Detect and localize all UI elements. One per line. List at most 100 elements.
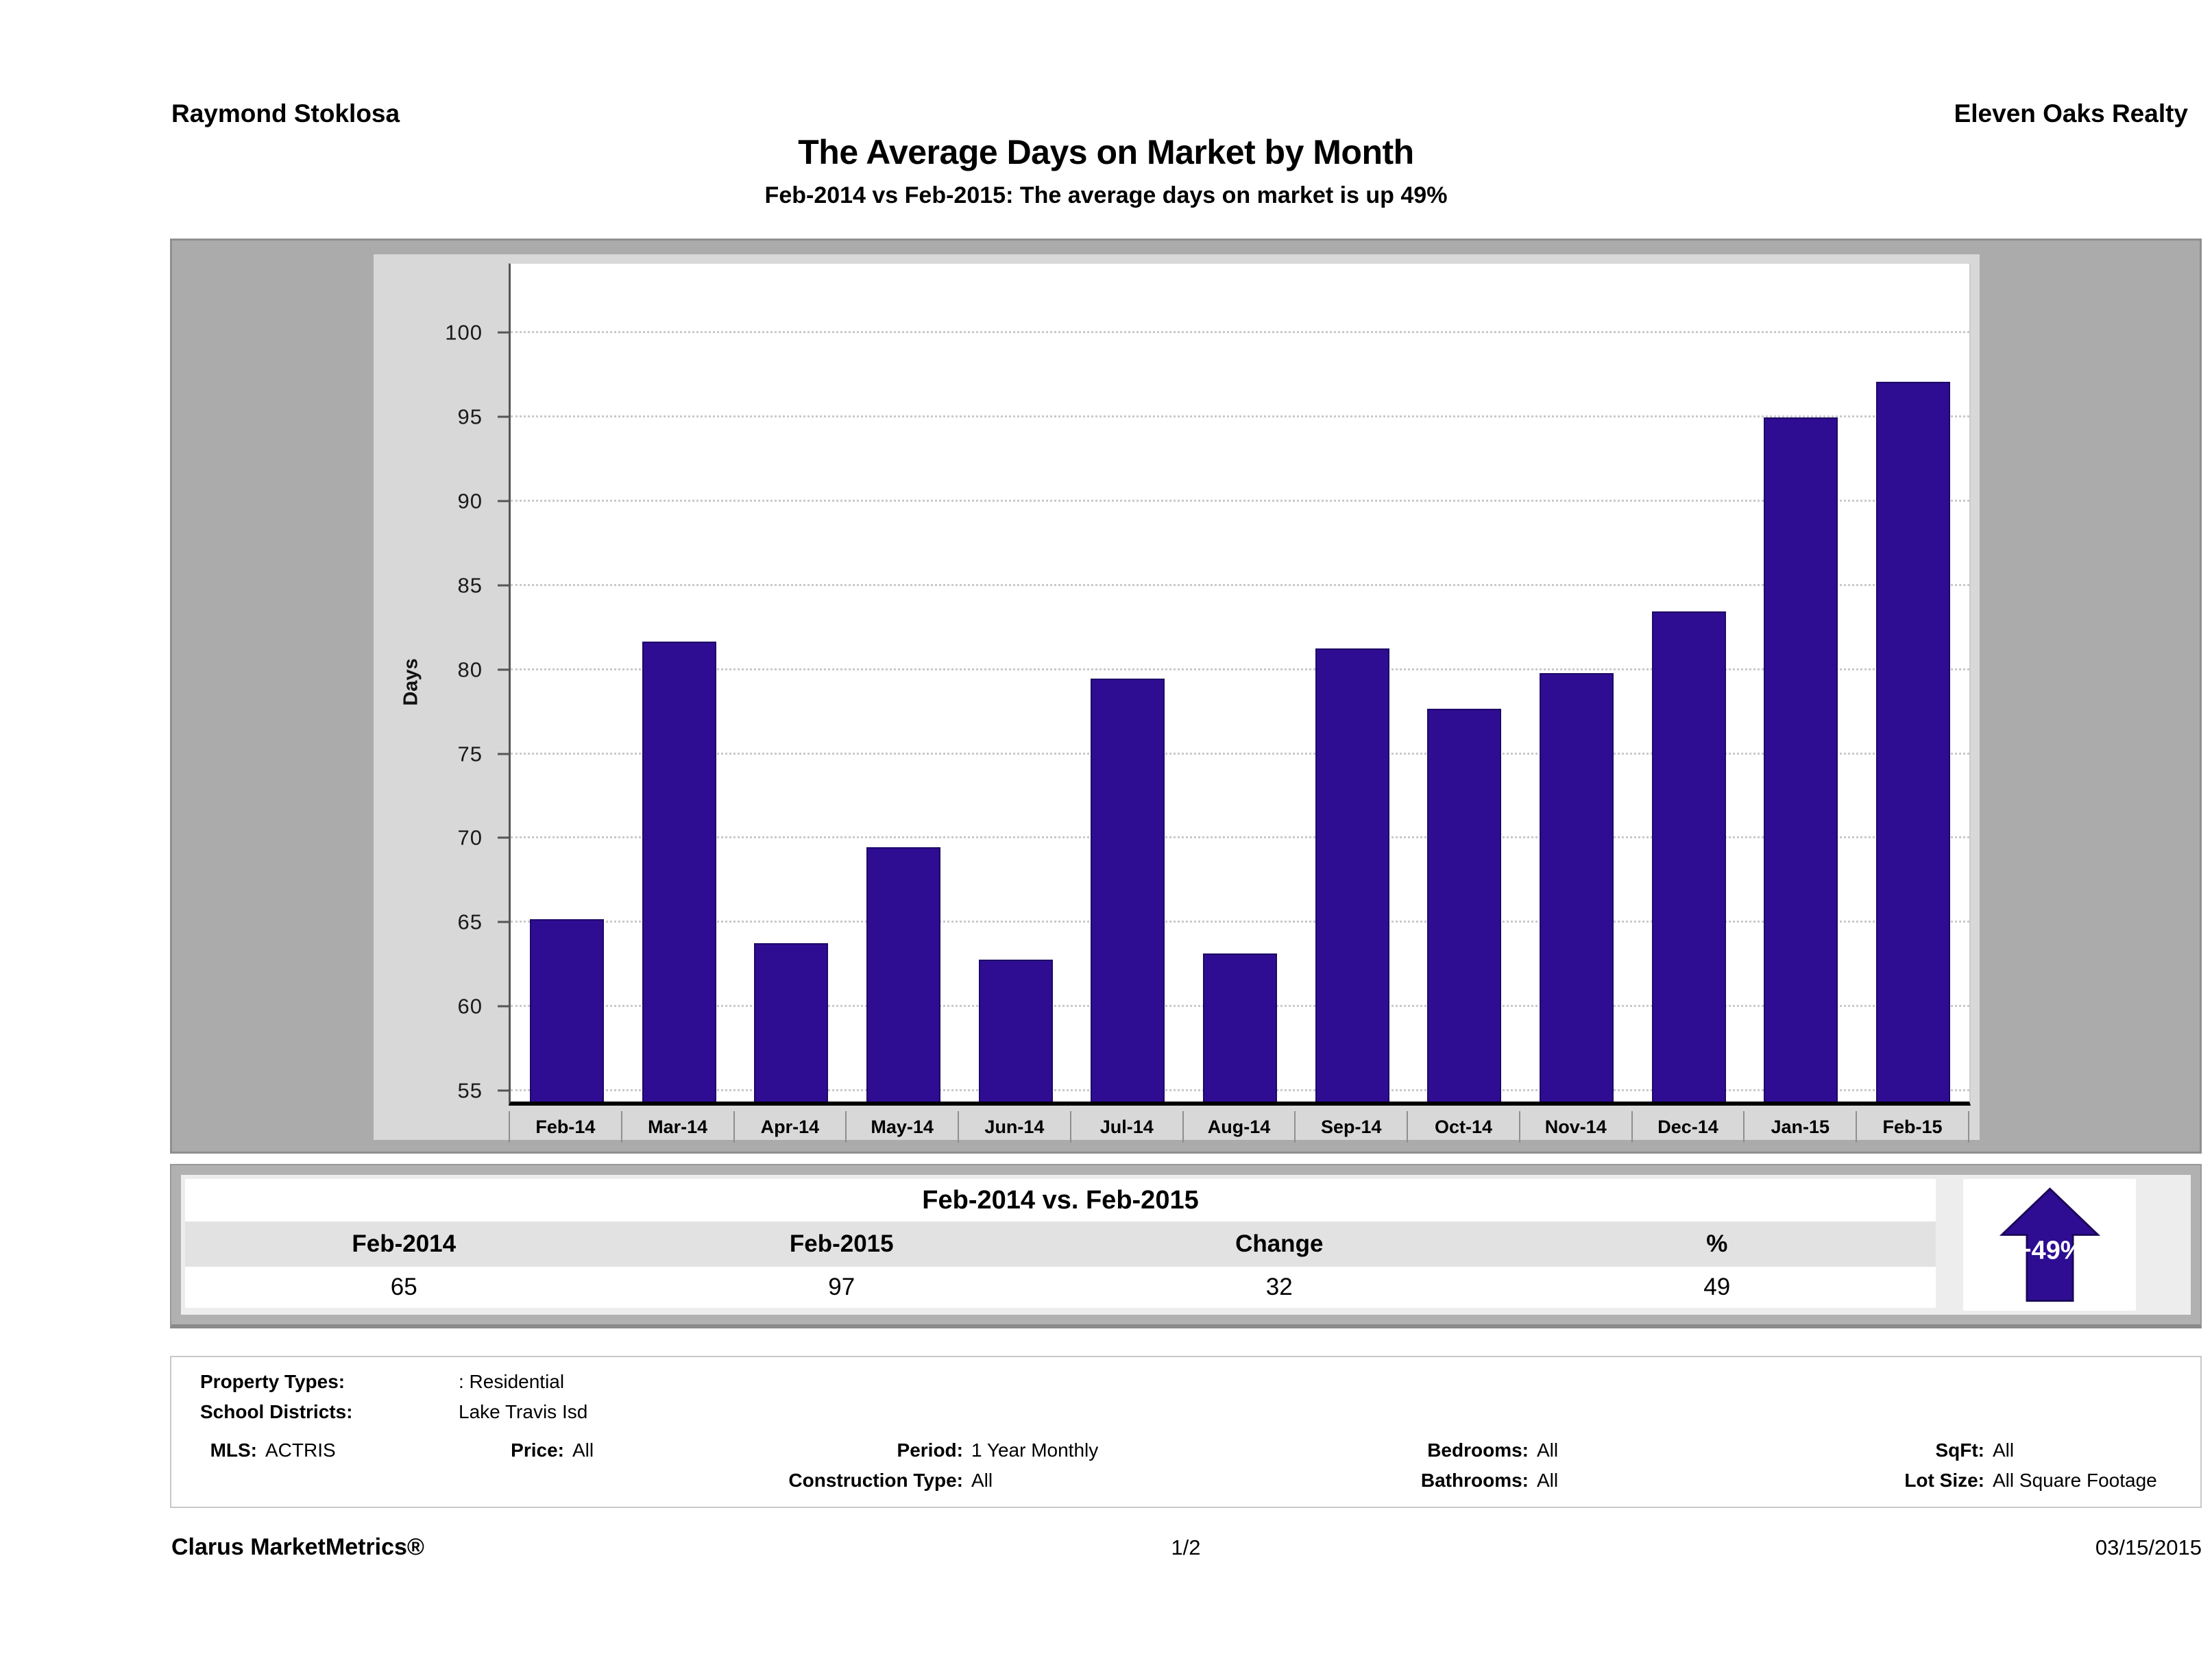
y-tick-mark-95 [498,415,509,418]
detail-label-bed-row1: Bathrooms: [1420,1470,1529,1491]
bar-May-14 [866,847,940,1102]
detail-value-mls-row0: ACTRIS [265,1439,336,1461]
y-tick-label-55: 55 [457,1078,483,1103]
y-tick-label-90: 90 [457,489,483,513]
summary-header-feb2014: Feb-2014 [352,1230,457,1257]
x-tick-label-Oct-14: Oct-14 [1407,1111,1519,1143]
summary-header-change: Change [1235,1230,1324,1257]
bar-Dec-14 [1651,611,1726,1102]
y-tick-label-65: 65 [457,910,483,934]
x-tick-label-May-14: May-14 [845,1111,958,1143]
detail-label-sqft-row0: SqFt: [1935,1439,1984,1461]
summary-section: Feb-2014 vs. Feb-2015 Feb-2014 Feb-2015 … [170,1164,2202,1328]
gridline-80 [511,668,1969,670]
agent-name: Raymond Stoklosa [171,99,400,127]
footer-brand: Clarus MarketMetrics® [171,1534,424,1560]
detail-label-period-row1: Construction Type: [788,1470,963,1491]
bar-Jul-14 [1091,678,1165,1102]
x-tick-label-Apr-14: Apr-14 [733,1111,846,1143]
gridline-75 [511,752,1969,755]
detail-label-bed-row0: Bedrooms: [1427,1439,1529,1461]
detail-label-sqft-row1: Lot Size: [1904,1470,1984,1491]
summary-header-percent: % [1706,1230,1728,1257]
x-tick-label-Nov-14: Nov-14 [1518,1111,1631,1143]
y-tick-mark-90 [498,500,509,502]
y-tick-mark-55 [498,1089,509,1092]
x-tick-label-Jan-15: Jan-15 [1743,1111,1856,1143]
summary-panel: Feb-2014 vs. Feb-2015 Feb-2014 Feb-2015 … [181,1175,2191,1315]
gridline-95 [511,415,1969,417]
summary-header-row: Feb-2014 Feb-2015 Change % [185,1221,1936,1267]
detail-label-mls-row0: MLS: [210,1439,257,1461]
y-tick-label-70: 70 [457,825,483,850]
plot-area [509,263,1971,1106]
y-tick-mark-80 [498,668,509,671]
detail-value-price-row0: All [572,1439,594,1461]
detail-label-period-row0: Period: [897,1439,963,1461]
property-details: Property Types: : Residential School Dis… [170,1356,2202,1508]
detail-label-school-districts: School Districts: [200,1401,353,1422]
x-tick-label-Mar-14: Mar-14 [620,1111,733,1143]
bar-Jun-14 [978,960,1053,1102]
x-tick-label-Feb-14: Feb-14 [509,1111,621,1143]
page-title: The Average Days on Market by Month [798,133,1414,171]
y-tick-mark-65 [498,921,509,923]
detail-value-bed-row0: All [1537,1439,1559,1461]
bar-Mar-14 [642,641,716,1102]
detail-value-property-types: : Residential [459,1371,565,1392]
y-tick-label-95: 95 [457,404,483,429]
bar-Oct-14 [1427,709,1502,1102]
y-axis: 55 60 65 70 75 80 85 90 95 100 [374,263,509,1103]
bar-Feb-15 [1876,382,1951,1102]
detail-value-period-row1: All [971,1470,993,1491]
y-tick-mark-85 [498,584,509,587]
y-tick-label-100: 100 [445,320,483,345]
y-tick-mark-100 [498,331,509,334]
summary-title: Feb-2014 vs. Feb-2015 [185,1179,1936,1221]
y-tick-label-60: 60 [457,994,483,1019]
change-badge: +49% [1963,1179,2136,1311]
summary-value-change: 32 [1265,1274,1293,1300]
x-tick-label-Jul-14: Jul-14 [1069,1111,1182,1143]
bar-Nov-14 [1540,673,1614,1102]
bar-Apr-14 [754,943,829,1102]
bar-Sep-14 [1315,648,1389,1102]
summary-value-percent: 49 [1703,1274,1731,1300]
company-name: Eleven Oaks Realty [1954,99,2188,127]
detail-value-sqft-row0: All [1993,1439,2015,1461]
bar-Feb-14 [529,919,604,1102]
summary-value-row: 65 97 32 49 [185,1267,1936,1308]
footer-date: 03/15/2015 [2095,1535,2202,1559]
up-arrow-icon: +49% [1999,1187,2100,1302]
y-tick-mark-75 [498,753,509,755]
x-axis: Feb-14 Mar-14 Apr-14 May-14 Jun-14 Jul-14 Aug-… [509,1111,1969,1143]
y-tick-label-80: 80 [457,657,483,682]
chart-frame: Days 55 60 65 70 75 80 85 90 95 100 Feb-14 Mar-14 A… [170,239,2202,1154]
x-tick-label-Aug-14: Aug-14 [1182,1111,1295,1143]
x-tick-label-Sep-14: Sep-14 [1294,1111,1407,1143]
gridline-65 [511,921,1969,923]
y-tick-mark-70 [498,836,509,839]
x-tick-label-Feb-15: Feb-15 [1856,1111,1968,1143]
bar-Aug-14 [1202,953,1277,1102]
summary-table: Feb-2014 vs. Feb-2015 Feb-2014 Feb-2015 … [185,1179,1936,1311]
footer-page-number: 1/2 [1171,1535,1201,1559]
summary-header-feb2015: Feb-2015 [789,1230,894,1257]
detail-value-bed-row1: All [1537,1470,1559,1491]
y-tick-mark-60 [498,1005,509,1008]
detail-label-property-types: Property Types: [200,1371,345,1392]
y-tick-label-75: 75 [457,742,483,766]
bar-Jan-15 [1764,417,1838,1102]
page-subtitle: Feb-2014 vs Feb-2015: The average days o… [764,182,1448,208]
summary-value-feb2015: 97 [828,1274,855,1300]
detail-label-price-row0: Price: [511,1439,564,1461]
gridline-100 [511,330,1969,333]
gridline-90 [511,499,1969,502]
x-tick-label-Jun-14: Jun-14 [958,1111,1070,1143]
x-tick-label-Dec-14: Dec-14 [1631,1111,1744,1143]
badge-label: +49% [2016,1236,2083,1265]
summary-value-feb2014: 65 [390,1274,417,1300]
detail-value-school-districts: Lake Travis Isd [459,1401,588,1422]
chart-panel: Days 55 60 65 70 75 80 85 90 95 100 Feb-14 Mar-14 A… [374,254,1980,1143]
